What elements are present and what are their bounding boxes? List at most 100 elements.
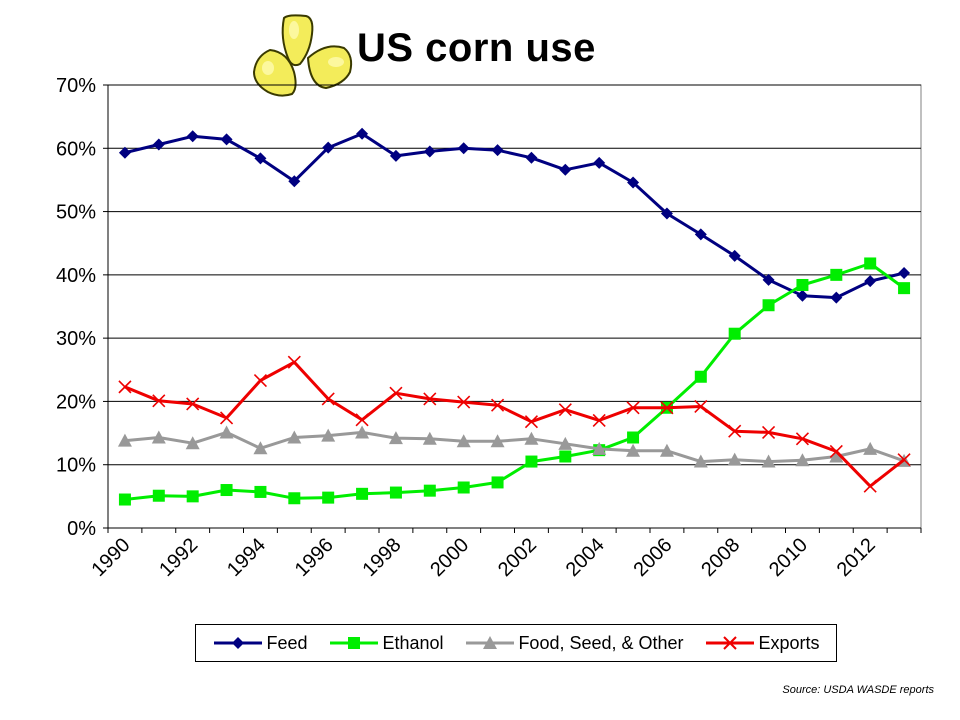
data-point-exports [897,453,911,467]
legend-swatch-feed [214,637,263,649]
series-line-food-seed-other [124,430,905,464]
data-point-ethanol [491,476,504,489]
legend-item-exports: Exports [704,632,820,654]
data-point-ethanol [254,485,267,498]
data-point-feed [389,149,402,162]
data-point-ethanol [525,455,538,468]
data-point-ethanol [830,268,843,281]
legend-label-exports: Exports [758,632,820,653]
data-point-food-seed-other [219,425,234,439]
data-point-food-seed-other [558,436,573,450]
data-point-exports [321,392,335,406]
data-point-exports [829,444,843,458]
y-tick-label: 10% [56,455,96,477]
data-point-exports [524,415,539,429]
x-tick-label: 2012 [833,534,880,581]
data-point-exports [118,380,132,394]
data-point-feed [694,228,707,241]
data-point-exports [389,386,403,400]
data-point-ethanol [457,481,470,494]
x-tick-label: 2000 [426,534,473,581]
data-point-exports [219,411,234,425]
data-point-exports [761,425,776,440]
data-point-food-seed-other [829,449,844,463]
data-point-feed [660,207,673,220]
data-point-exports [592,413,606,427]
x-tick-label: 1996 [291,534,338,581]
y-tick-label: 40% [56,265,96,287]
data-point-ethanol [627,431,640,444]
data-point-exports [253,373,268,388]
data-point-ethanol [356,487,369,500]
chart-title: US corn use [357,26,596,70]
source-note: Source: USDA WASDE reports [782,684,934,696]
data-point-ethanol [864,257,877,270]
data-point-feed [559,163,572,176]
data-point-feed [593,156,606,169]
x-tick-label: 2004 [562,534,609,581]
data-point-food-seed-other [253,441,268,455]
y-tick-label: 60% [56,138,96,160]
data-point-exports [694,399,708,414]
data-point-food-seed-other [456,434,471,448]
legend-label-ethanol: Ethanol [382,632,444,653]
data-point-feed [118,146,131,159]
y-tick-label: 30% [56,328,96,350]
data-point-ethanol [898,282,911,295]
data-point-ethanol [423,484,436,497]
data-point-feed [356,127,369,140]
data-point-food-seed-other [626,443,641,457]
data-point-feed [898,266,911,279]
x-tick-label: 2002 [494,534,541,581]
y-tick-label: 70% [56,75,96,97]
data-point-ethanol [762,299,775,312]
data-point-exports [152,394,166,408]
series-line-ethanol [124,262,905,501]
data-point-feed [627,176,640,189]
x-tick-label: 2010 [765,534,812,581]
data-point-food-seed-other [117,433,132,447]
data-point-ethanol [220,484,233,497]
data-point-food-seed-other [761,454,776,468]
data-point-food-seed-other [863,441,878,455]
data-point-ethanol [152,489,165,502]
data-point-ethanol [186,490,199,503]
data-point-ethanol [694,370,707,383]
data-point-feed [762,273,775,286]
data-point-feed [186,130,199,143]
data-point-exports [186,397,200,411]
data-point-feed [728,249,741,262]
data-point-exports [660,401,674,415]
data-point-ethanol [389,486,402,499]
data-point-ethanol [322,491,335,504]
data-point-ethanol [728,327,741,340]
data-point-food-seed-other [355,425,370,439]
data-point-food-seed-other [795,453,810,467]
data-point-exports [490,398,505,412]
legend-swatch-ethanol [330,637,379,649]
series-line-exports [124,360,906,488]
data-point-feed [322,141,335,154]
data-point-exports [626,401,640,415]
data-point-food-seed-other [422,431,437,445]
data-point-exports [423,392,437,406]
data-point-exports [558,403,572,417]
data-point-food-seed-other [659,443,674,457]
y-tick-label: 0% [67,518,96,540]
data-point-food-seed-other [693,454,708,468]
series-line-feed [124,132,905,300]
data-point-feed [254,152,267,165]
data-point-food-seed-other [592,441,607,455]
data-point-exports [355,413,369,427]
legend-label-food-seed-other: Food, Seed, & Other [518,632,684,653]
y-tick-label: 50% [56,202,96,224]
data-point-feed [288,175,301,188]
data-point-exports [457,395,471,409]
legend-item-feed: Feed [212,632,308,654]
data-point-ethanol [118,493,131,506]
data-point-food-seed-other [490,434,505,448]
data-point-feed [864,275,877,288]
y-tick-label: 20% [56,391,96,413]
x-tick-label: 1990 [87,534,134,581]
legend-label-feed: Feed [266,632,308,653]
